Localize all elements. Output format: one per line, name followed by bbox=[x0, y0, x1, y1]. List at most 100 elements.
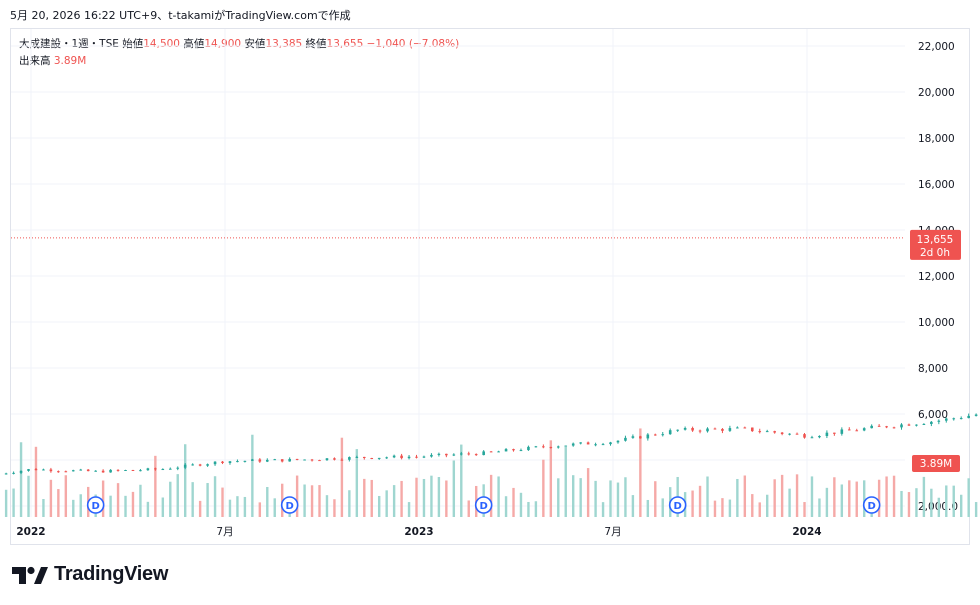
dividend-icon bbox=[862, 496, 881, 514]
candle-body bbox=[437, 453, 441, 455]
tradingview-logo[interactable]: TradingView bbox=[12, 563, 168, 586]
x-tick-label: 2024 bbox=[792, 526, 821, 538]
candle-body bbox=[265, 459, 269, 462]
volume-bar bbox=[654, 481, 657, 517]
candle-body bbox=[556, 446, 560, 448]
volume-bar bbox=[467, 500, 470, 517]
candle-body bbox=[377, 457, 381, 459]
candle-body bbox=[206, 464, 209, 466]
y-tick-label: 16,000 bbox=[918, 179, 955, 191]
chart-caption: 5月 20, 2026 16:22 UTC+9、t-takamiがTrading… bbox=[10, 9, 351, 22]
dividend-icon bbox=[474, 496, 493, 514]
candle-body bbox=[810, 437, 814, 439]
candle-body bbox=[795, 433, 799, 435]
volume-bar bbox=[355, 449, 359, 517]
low-label: 安値 bbox=[244, 38, 266, 50]
volume-bar bbox=[810, 476, 814, 517]
candle-body bbox=[877, 425, 881, 427]
candle-body bbox=[243, 460, 247, 462]
candle-body bbox=[713, 428, 717, 430]
volume-bar bbox=[415, 477, 418, 517]
candle-body bbox=[691, 427, 694, 431]
candle-body bbox=[27, 469, 30, 471]
volume-bar bbox=[57, 489, 60, 517]
candle-body bbox=[355, 456, 359, 458]
volume-bar bbox=[4, 489, 8, 517]
candle-body bbox=[885, 426, 888, 428]
volume-bar bbox=[333, 499, 336, 517]
volume-bar bbox=[579, 478, 582, 517]
dividend-icon bbox=[668, 496, 687, 514]
candle-body bbox=[131, 470, 135, 472]
volume-bar bbox=[616, 482, 620, 517]
candle-body bbox=[124, 470, 127, 472]
candle-body bbox=[198, 464, 202, 466]
volume-bar bbox=[295, 475, 299, 517]
candle-body bbox=[303, 459, 306, 461]
volume-bar bbox=[363, 478, 366, 517]
candle-body bbox=[497, 451, 500, 453]
volume-bar bbox=[937, 497, 941, 517]
candle-body bbox=[601, 444, 605, 446]
candle-body bbox=[668, 430, 672, 435]
volume-bar bbox=[601, 502, 605, 517]
volume-bar bbox=[661, 498, 664, 517]
volume-bar bbox=[594, 480, 597, 517]
volume-bar bbox=[49, 479, 53, 517]
volume-bar bbox=[27, 475, 30, 517]
open-label: 始値 bbox=[122, 38, 144, 50]
candle-body bbox=[937, 420, 941, 422]
y-tick-label: 6,000 bbox=[918, 409, 948, 421]
volume-bar bbox=[788, 488, 791, 517]
candle-body bbox=[168, 468, 172, 470]
dividend-icon bbox=[86, 496, 105, 514]
volume-bar bbox=[303, 484, 306, 517]
candle-body bbox=[721, 428, 724, 431]
volume-bar bbox=[721, 498, 724, 517]
change-value: −1,040 (−7.08%) bbox=[366, 38, 460, 50]
candle-body bbox=[571, 443, 575, 446]
candle-body bbox=[251, 459, 254, 461]
high-value: 14,900 bbox=[204, 38, 242, 50]
volume-bar bbox=[795, 474, 799, 517]
candles bbox=[4, 413, 978, 475]
volume-bar bbox=[527, 501, 530, 517]
volume-bar bbox=[952, 485, 955, 517]
volume-bar bbox=[624, 477, 627, 517]
dividend-icon bbox=[280, 496, 299, 514]
volume-bar bbox=[512, 487, 515, 517]
volume-label: 出来高 bbox=[19, 55, 51, 67]
candle-body bbox=[400, 455, 403, 459]
candle-body bbox=[900, 424, 903, 428]
volume-bar bbox=[549, 440, 553, 517]
volume-bar bbox=[758, 502, 761, 517]
candle-body bbox=[42, 469, 45, 471]
candle-body bbox=[780, 432, 784, 434]
candle-body bbox=[818, 435, 821, 438]
candle-body bbox=[482, 451, 485, 456]
candle-body bbox=[109, 469, 112, 473]
volume-bar bbox=[34, 446, 38, 517]
volume-bar bbox=[184, 444, 187, 517]
candle-body bbox=[385, 457, 388, 459]
volume-bar bbox=[706, 476, 709, 517]
volume-bar bbox=[124, 495, 127, 517]
volume-bar bbox=[945, 485, 948, 517]
volume-bar bbox=[900, 490, 903, 517]
candle-body bbox=[698, 430, 702, 432]
candle-body bbox=[71, 470, 75, 472]
volume-bar bbox=[631, 495, 635, 517]
candle-body bbox=[579, 442, 582, 444]
chart-panel[interactable] bbox=[10, 28, 970, 545]
volume-bar bbox=[930, 488, 933, 517]
candle-body bbox=[288, 458, 291, 462]
symbol-label[interactable]: 大成建設・1週・TSE bbox=[19, 38, 119, 50]
volume-bar bbox=[877, 479, 881, 517]
volume-bar bbox=[430, 475, 433, 517]
volume-bar bbox=[310, 485, 314, 517]
y-tick-label: 20,000 bbox=[918, 87, 955, 99]
candle-body bbox=[459, 453, 463, 455]
last-price-tag-bg bbox=[910, 229, 961, 260]
x-axis: 20227月20237月20247月20257月20267月 bbox=[16, 29, 822, 538]
